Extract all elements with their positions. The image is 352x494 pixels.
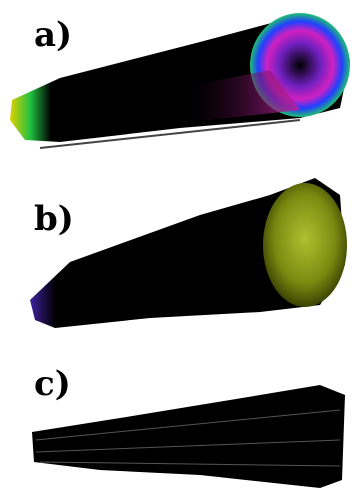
panel-label: b) (34, 199, 74, 239)
panel-b: b) (30, 178, 347, 328)
panel-a: a) (10, 13, 350, 148)
panel-c: c) (32, 364, 345, 488)
panel-label: c) (34, 364, 71, 404)
figure: a) b) c) (0, 0, 352, 494)
panel-label: a) (34, 15, 72, 55)
